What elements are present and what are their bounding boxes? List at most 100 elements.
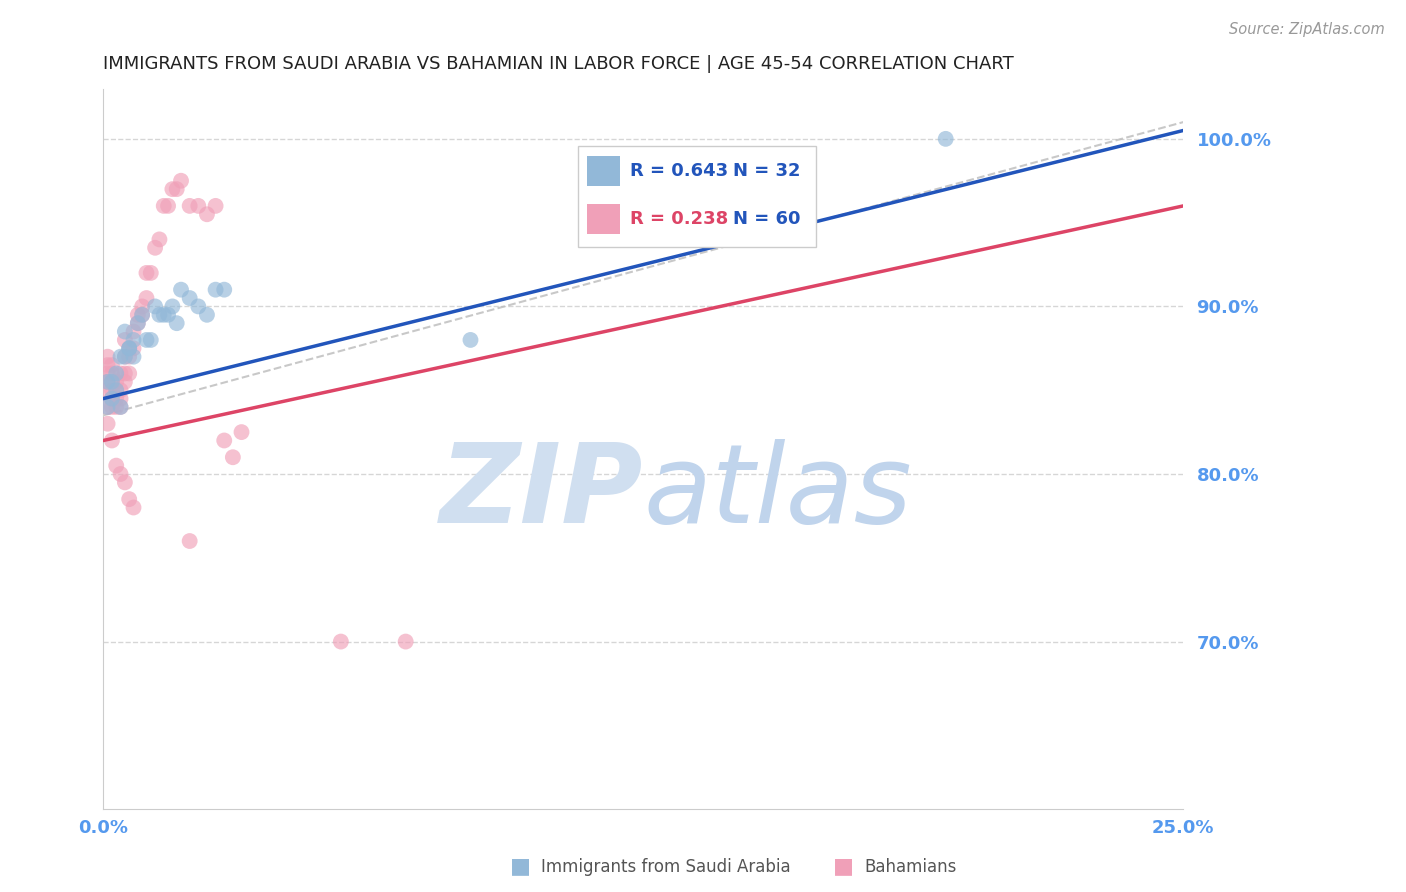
Point	[212, 434, 235, 448]
Point	[101, 392, 124, 406]
Point	[195, 207, 218, 221]
Point	[166, 182, 188, 196]
Point	[97, 383, 120, 397]
Point	[143, 241, 166, 255]
Point	[118, 341, 141, 355]
Point	[114, 375, 136, 389]
Point	[148, 232, 170, 246]
Point	[152, 308, 174, 322]
Point	[187, 199, 209, 213]
Point	[179, 534, 201, 549]
Point	[110, 383, 132, 397]
Text: R = 0.238: R = 0.238	[630, 210, 728, 228]
Point	[131, 300, 153, 314]
Point	[179, 199, 201, 213]
Text: ■: ■	[834, 856, 853, 876]
Point	[105, 367, 128, 381]
Point	[110, 400, 132, 414]
Point	[179, 291, 201, 305]
Point	[122, 325, 145, 339]
Point	[101, 392, 124, 406]
Point	[204, 283, 226, 297]
Point	[170, 283, 193, 297]
Point	[101, 375, 124, 389]
Point	[212, 283, 235, 297]
Point	[118, 367, 141, 381]
Point	[97, 417, 120, 431]
Point	[97, 375, 120, 389]
Point	[118, 492, 141, 507]
Point	[110, 350, 132, 364]
Point	[97, 375, 120, 389]
Text: N = 60: N = 60	[733, 210, 800, 228]
FancyBboxPatch shape	[588, 204, 620, 234]
Point	[110, 400, 132, 414]
Point	[97, 367, 120, 381]
Point	[127, 316, 149, 330]
Point	[101, 383, 124, 397]
Point	[135, 333, 157, 347]
Point	[127, 308, 149, 322]
Point	[101, 367, 124, 381]
Point	[157, 308, 180, 322]
Point	[395, 634, 418, 648]
Point	[105, 383, 128, 397]
Text: N = 32: N = 32	[733, 161, 800, 179]
Point	[114, 367, 136, 381]
Point	[135, 291, 157, 305]
Point	[101, 434, 124, 448]
Point	[114, 350, 136, 364]
Point	[110, 392, 132, 406]
Text: atlas: atlas	[644, 439, 912, 546]
Point	[105, 458, 128, 473]
Point	[101, 358, 124, 372]
Point	[204, 199, 226, 213]
Point	[101, 400, 124, 414]
Point	[122, 333, 145, 347]
Point	[460, 333, 482, 347]
Point	[122, 500, 145, 515]
Point	[114, 333, 136, 347]
Point	[101, 375, 124, 389]
Text: Source: ZipAtlas.com: Source: ZipAtlas.com	[1229, 22, 1385, 37]
Text: ZIP: ZIP	[440, 439, 644, 546]
Point	[131, 308, 153, 322]
Point	[148, 308, 170, 322]
Point	[143, 300, 166, 314]
Point	[97, 400, 120, 414]
Point	[118, 350, 141, 364]
Point	[97, 400, 120, 414]
Point	[135, 266, 157, 280]
Point	[329, 634, 352, 648]
Text: Bahamians: Bahamians	[865, 858, 957, 876]
Point	[105, 375, 128, 389]
Text: IMMIGRANTS FROM SAUDI ARABIA VS BAHAMIAN IN LABOR FORCE | AGE 45-54 CORRELATION : IMMIGRANTS FROM SAUDI ARABIA VS BAHAMIAN…	[103, 55, 1014, 73]
Point	[195, 308, 218, 322]
Point	[152, 199, 174, 213]
Point	[105, 400, 128, 414]
Point	[935, 132, 957, 146]
Text: Immigrants from Saudi Arabia: Immigrants from Saudi Arabia	[541, 858, 792, 876]
Point	[231, 425, 253, 439]
Text: R = 0.643: R = 0.643	[630, 161, 728, 179]
Point	[114, 350, 136, 364]
Point	[114, 325, 136, 339]
Point	[118, 341, 141, 355]
Text: ■: ■	[510, 856, 530, 876]
Point	[162, 182, 184, 196]
Point	[187, 300, 209, 314]
Point	[157, 199, 180, 213]
FancyBboxPatch shape	[578, 146, 815, 247]
Point	[105, 383, 128, 397]
Point	[105, 392, 128, 406]
Point	[97, 358, 120, 372]
Point	[114, 475, 136, 490]
Point	[118, 341, 141, 355]
Point	[131, 308, 153, 322]
Point	[122, 341, 145, 355]
FancyBboxPatch shape	[588, 155, 620, 186]
Point	[162, 300, 184, 314]
Point	[122, 350, 145, 364]
Point	[139, 333, 162, 347]
Point	[97, 350, 120, 364]
